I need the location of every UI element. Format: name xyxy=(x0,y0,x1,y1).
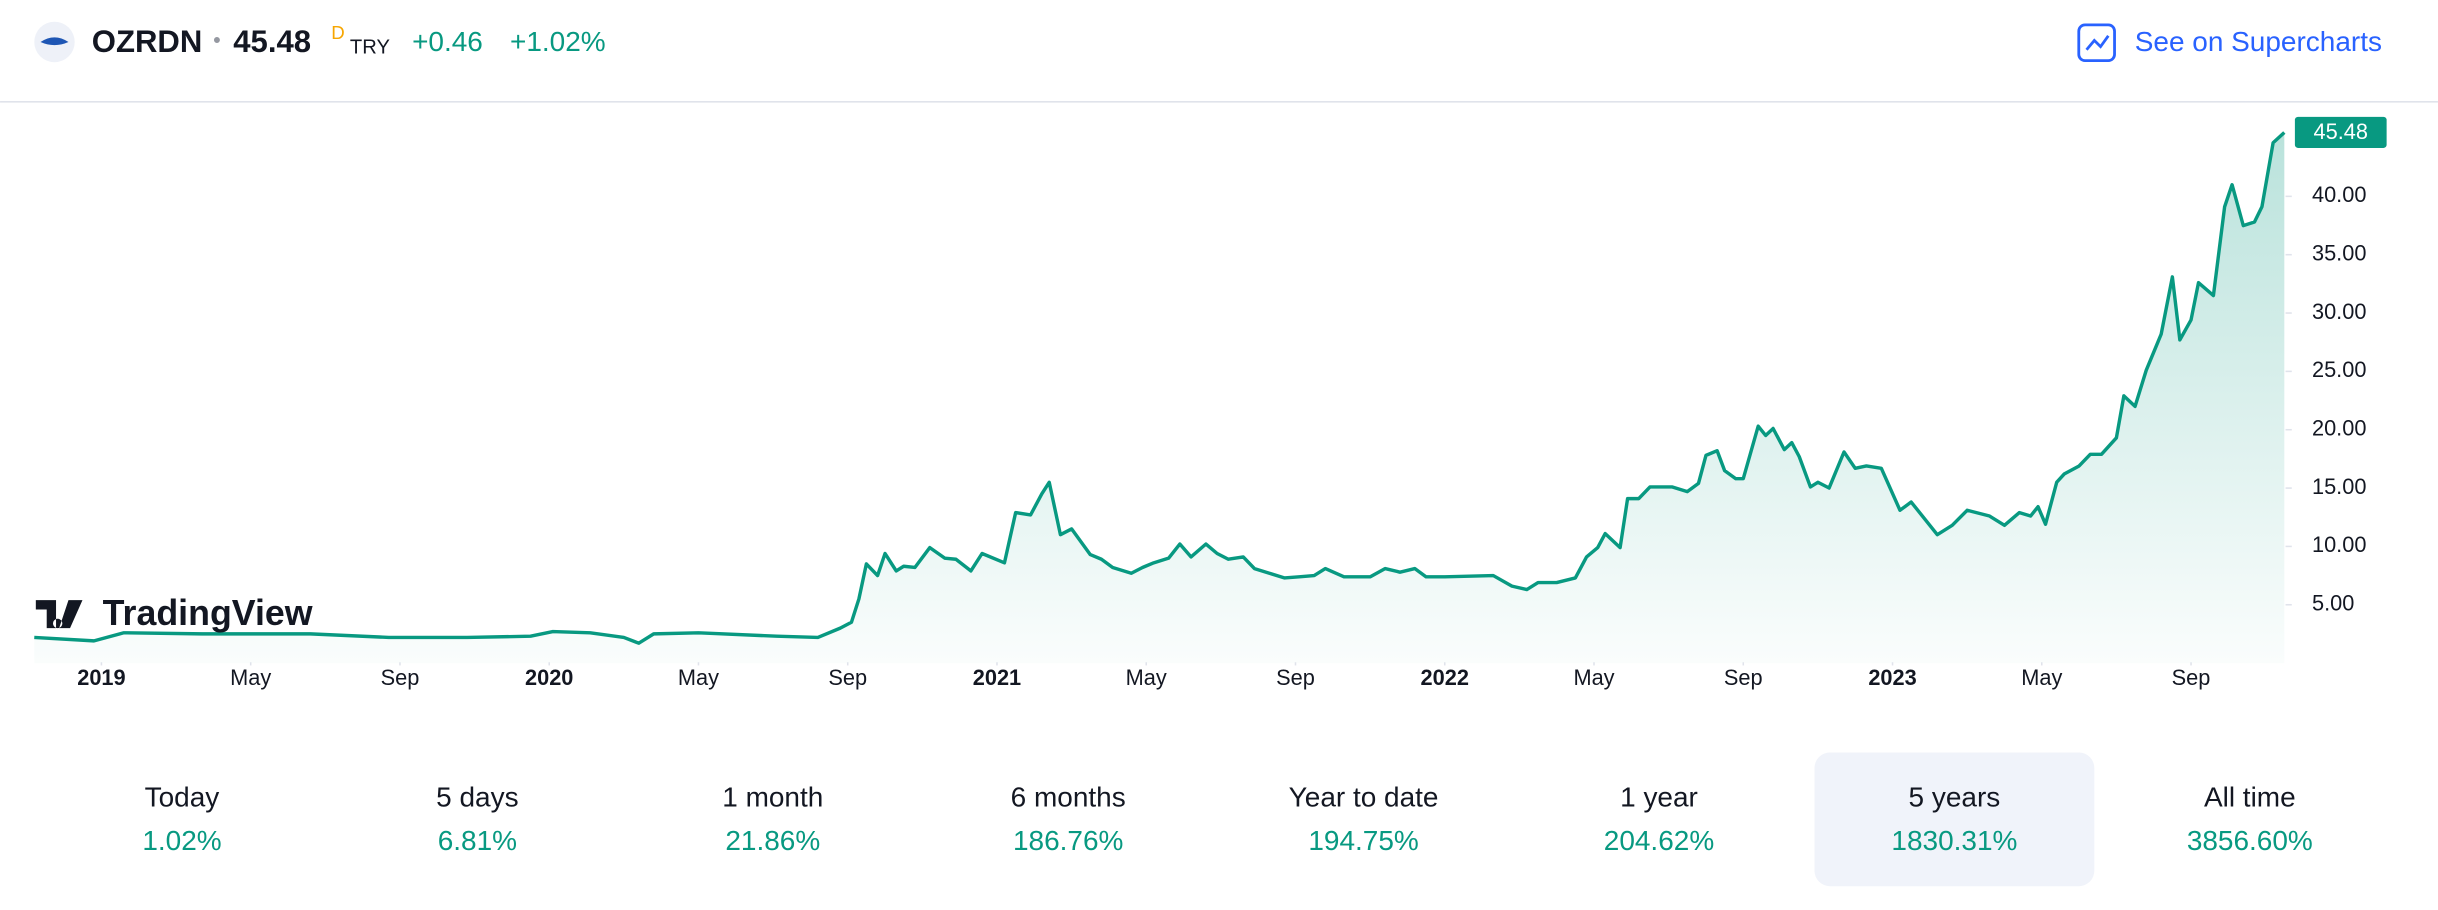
period-label: 1 month xyxy=(722,782,823,813)
period-button[interactable]: 1 month 21.86% xyxy=(722,782,823,857)
logo-icon xyxy=(35,600,83,629)
currency: TRY xyxy=(350,37,391,59)
y-tick-label: 20.00 xyxy=(2312,415,2366,440)
plot: 5.00 10.00 15.00 20.00 25.00 30.00 35.00 40.00 2… xyxy=(34,116,2387,690)
flag: D xyxy=(331,22,344,43)
period-value: 186.76% xyxy=(1013,825,1123,856)
period-label: 1 year xyxy=(1620,782,1698,813)
symbol[interactable]: OZRDN xyxy=(92,24,202,59)
period-label: 5 days xyxy=(436,782,518,813)
y-tick-label: 5.00 xyxy=(2312,591,2354,616)
period-label: Year to date xyxy=(1289,782,1439,813)
x-tick-label: Sep xyxy=(2172,665,2211,690)
separator: • xyxy=(213,28,221,53)
x-tick-label: May xyxy=(678,665,719,690)
period-button[interactable]: Today 1.02% xyxy=(142,782,221,857)
period-value: 6.81% xyxy=(438,825,517,856)
period-label: 6 months xyxy=(1011,782,1126,813)
price-tag xyxy=(2294,116,2387,148)
supercharts-link[interactable]: See on Supercharts xyxy=(2077,23,2382,63)
symbol-icon-mark xyxy=(40,37,69,46)
period-label: All time xyxy=(2204,782,2296,813)
period-label: Today xyxy=(145,782,220,813)
link-text[interactable]: See on Supercharts xyxy=(2135,26,2382,57)
x-tick-label: Sep xyxy=(1276,665,1315,690)
y-tick-label: 40.00 xyxy=(2312,182,2366,207)
period-value: 194.75% xyxy=(1308,825,1418,856)
y-tick-label: 15.00 xyxy=(2312,474,2366,499)
period-button[interactable]: All time 3856.60% xyxy=(2187,782,2313,857)
change-pct: +1.02% xyxy=(510,26,606,57)
period-button[interactable]: 5 years 1830.31% xyxy=(1814,752,2095,887)
price: 45.48 xyxy=(233,24,311,59)
change: +0.46 xyxy=(412,26,483,57)
x-tick-label: May xyxy=(1573,665,1614,690)
period-button[interactable]: Year to date 194.75% xyxy=(1289,782,1439,857)
logo-text: TradingView xyxy=(103,593,313,633)
link-icon-line xyxy=(2085,34,2110,51)
period-highlight xyxy=(1814,752,2095,887)
x-tick-label: 2020 xyxy=(525,665,573,690)
period-value: 204.62% xyxy=(1604,825,1714,856)
period-label: 5 years xyxy=(1909,782,2001,813)
period-value: 1830.31% xyxy=(1891,825,2017,856)
x-tick-label: Sep xyxy=(828,665,867,690)
x-tick-label: May xyxy=(1126,665,1167,690)
period-value: 21.86% xyxy=(725,825,820,856)
y-tick-label: 30.00 xyxy=(2312,299,2366,324)
period-value: 3856.60% xyxy=(2187,825,2313,856)
periods: Today 1.02% 5 days 6.81% 1 month 21.86% 6 mont… xyxy=(142,752,2313,887)
y-tick-label: 25.00 xyxy=(2312,357,2366,382)
x-tick-label: Sep xyxy=(381,665,420,690)
x-tick-label: 2019 xyxy=(77,665,125,690)
x-tick-label: Sep xyxy=(1724,665,1763,690)
y-tick-label: 35.00 xyxy=(2312,240,2366,265)
area xyxy=(34,132,2285,664)
logo: TradingView xyxy=(35,593,313,633)
y-tick-label: 10.00 xyxy=(2312,532,2366,557)
period-button[interactable]: 6 months 186.76% xyxy=(1011,782,1126,857)
price-tag-label: 45.48 xyxy=(2314,119,2368,144)
x-tick-label: May xyxy=(2021,665,2062,690)
line xyxy=(34,131,2286,645)
header: OZRDN • 45.48 D TRY +0.46 +1.02% See on … xyxy=(0,21,2438,103)
x-tick-label: 2023 xyxy=(1868,665,1916,690)
x-tick-label: May xyxy=(230,665,271,690)
period-button[interactable]: 1 year 204.62% xyxy=(1604,782,1714,857)
x-tick-label: 2021 xyxy=(973,665,1021,690)
x-tick-label: 2022 xyxy=(1421,665,1469,690)
period-button[interactable]: 5 days 6.81% xyxy=(436,782,518,857)
period-value: 1.02% xyxy=(142,825,221,856)
link-icon xyxy=(2077,23,2116,63)
